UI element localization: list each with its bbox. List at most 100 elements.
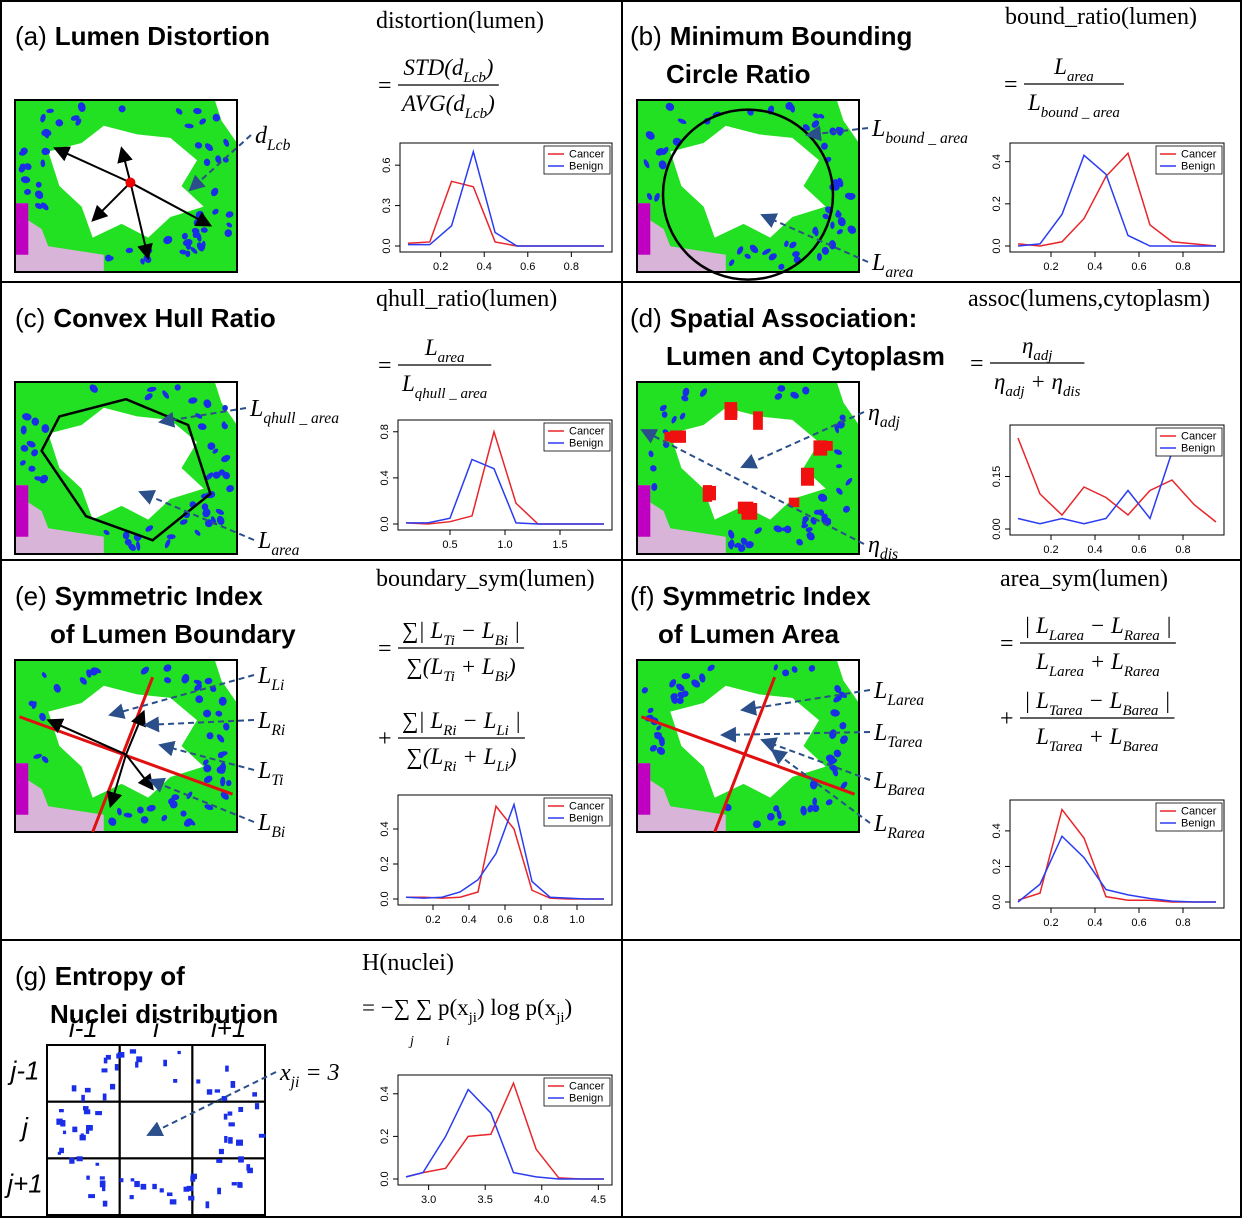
nucleus: [86, 1130, 89, 1134]
math-text: ηdis: [868, 532, 898, 563]
operator: =: [378, 73, 392, 99]
subscript: Barea: [1122, 703, 1158, 719]
subscript: Tarea: [1049, 703, 1083, 719]
math-part: L: [873, 678, 887, 704]
nucleus: [224, 1114, 228, 1120]
x-tick-label: 0.6: [520, 261, 535, 273]
subscript: area: [885, 264, 913, 281]
subscript: dis: [1063, 384, 1081, 400]
math-text: ∑(LRi + LLi): [406, 744, 516, 775]
nucleus: [141, 1184, 147, 1190]
nucleus: [237, 1182, 242, 1187]
cytoplasm: [817, 441, 833, 451]
nucleus: [103, 1094, 107, 1101]
math-text: Larea: [1053, 54, 1094, 85]
nucleus: [102, 1186, 105, 1191]
series-line: [1018, 452, 1172, 524]
legend-label: Cancer: [1181, 431, 1217, 443]
y-tick-label: 0.0: [379, 516, 391, 531]
y-tick-label: 0.4: [379, 821, 391, 836]
y-tick-label: 0.2: [991, 196, 1003, 211]
panel-title: (e)Symmetric Index: [15, 581, 263, 611]
y-tick-label: 0.8: [379, 424, 391, 439]
nucleus: [177, 1051, 180, 1054]
subscript: Rarea: [1123, 664, 1160, 680]
subscript: Ri: [442, 759, 456, 775]
row-label: j: [19, 1112, 29, 1142]
math-part: L: [873, 768, 887, 794]
nucleus: [72, 1085, 77, 1091]
x-tick-label: 0.6: [497, 914, 512, 926]
math-part: η: [868, 400, 880, 426]
nucleus: [228, 1122, 234, 1126]
x-tick-label: 4.5: [591, 1194, 606, 1206]
subscript: Li: [495, 723, 508, 739]
math-part: + η: [1025, 369, 1063, 394]
math-part: |: [508, 618, 520, 643]
nucleus: [163, 1060, 167, 1067]
formula-name: H(nuclei): [362, 950, 454, 976]
math-part: L: [257, 810, 271, 836]
subscript: Li: [495, 759, 508, 775]
math-part: L: [871, 116, 885, 142]
math-text: LRi: [257, 708, 285, 739]
math-text: Lqhull _ area: [249, 396, 339, 427]
math-text: | LLarea − LRarea |: [1024, 613, 1172, 644]
nucleus: [188, 1196, 194, 1201]
math-text: = −∑ ∑ p(xji) log p(xji): [362, 995, 572, 1026]
title-line: Spatial Association:: [670, 303, 918, 333]
subscript: dis: [880, 546, 898, 563]
panel-label: (d): [630, 303, 662, 333]
nucleus: [103, 1201, 108, 1207]
math-part: − L: [457, 708, 497, 733]
x-tick-label: 0.4: [461, 914, 476, 926]
math-part: |: [1160, 613, 1172, 638]
nucleus: [216, 1159, 222, 1163]
subscript: Ti: [271, 772, 283, 789]
subscript: Larea: [1048, 628, 1084, 644]
math-text: ηadj: [1022, 333, 1053, 364]
x-tick-label: 0.4: [1087, 261, 1102, 273]
stroma-edge: [15, 763, 28, 815]
nucleus: [219, 1149, 224, 1154]
nucleus: [58, 1152, 61, 1155]
title-line: Circle Ratio: [666, 59, 811, 89]
math-text: ηadj: [868, 400, 900, 431]
y-tick-label: 0.3: [381, 198, 393, 213]
title-line: of Lumen Area: [658, 619, 840, 649]
nucleus: [225, 1066, 229, 1072]
subscript: Ri: [270, 722, 285, 739]
math-part: L: [1053, 54, 1067, 79]
math-text: LTarea + LBarea: [1035, 724, 1158, 755]
math-text: LTarea: [873, 720, 923, 751]
nucleus: [252, 1092, 257, 1096]
nucleus: [96, 1163, 100, 1166]
y-tick-label: 0.00: [991, 518, 1003, 539]
nucleus: [259, 1134, 266, 1138]
nucleus: [236, 1140, 243, 1146]
legend-label: Benign: [569, 161, 603, 173]
title-line: Entropy of: [55, 961, 185, 991]
nucleus: [100, 1176, 105, 1179]
subscript: bound _ area: [885, 130, 968, 147]
nucleus: [130, 1049, 136, 1053]
subscript: Bi: [495, 669, 508, 685]
subscript: Ti: [443, 669, 455, 685]
x-tick-label: 0.8: [1175, 544, 1190, 556]
subscript: qhull _ area: [263, 410, 339, 427]
math-part: + L: [455, 654, 495, 679]
nucleus: [77, 1156, 83, 1161]
subscript: Ti: [443, 633, 455, 649]
x-tick-label: 0.6: [1131, 544, 1146, 556]
legend-label: Cancer: [569, 1081, 605, 1093]
nucleus: [228, 1137, 233, 1144]
nucleus: [134, 1181, 140, 1187]
formula-name: boundary_sym(lumen): [376, 566, 595, 592]
math-text: ηadj + ηdis: [994, 369, 1081, 400]
math-text: LLarea + LRarea: [1035, 649, 1160, 680]
y-tick-label: 0.2: [379, 856, 391, 871]
math-part: L: [871, 250, 885, 276]
nucleus: [238, 1156, 244, 1162]
math-part: | L: [1024, 613, 1049, 638]
x-tick-label: 0.6: [1131, 917, 1146, 929]
